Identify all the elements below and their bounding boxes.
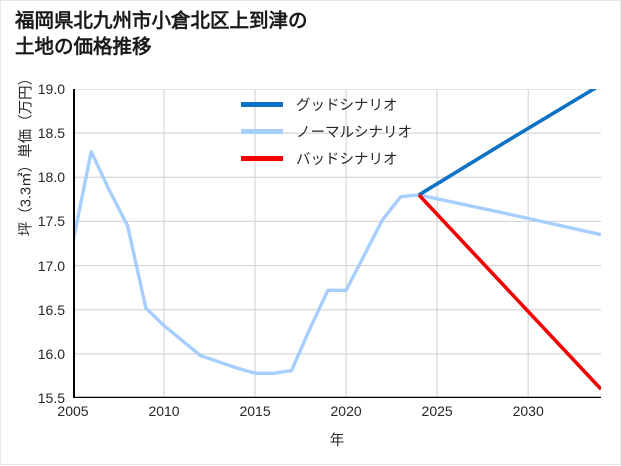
series-line-ノーマルシナリオ: [73, 149, 601, 375]
legend-item[interactable]: ノーマルシナリオ: [241, 118, 481, 145]
y-tick-label: 16.0: [37, 345, 65, 362]
x-tick-label: 2025: [421, 403, 453, 419]
data-series: [73, 89, 601, 391]
legend-label: ノーマルシナリオ: [296, 125, 412, 141]
x-tick-label: 2020: [330, 403, 362, 419]
y-tick-label: 17.0: [37, 257, 65, 274]
legend-color-swatch: [241, 129, 283, 134]
legend-item[interactable]: バッドシナリオ: [241, 145, 481, 172]
x-tick-label: 2010: [148, 403, 180, 419]
x-tick-label: 2005: [57, 403, 89, 419]
x-axis-label: 年: [329, 433, 345, 449]
series-line-グッドシナリオ: [417, 89, 598, 197]
x-tick-label: 2030: [512, 403, 544, 419]
series-line-バッドシナリオ: [417, 193, 601, 391]
y-tick-label: 16.5: [37, 301, 65, 318]
chart-legend: グッドシナリオ ノーマルシナリオ バッドシナリオ: [241, 91, 481, 172]
y-tick-label: 19.0: [37, 81, 65, 97]
legend-label: グッドシナリオ: [296, 98, 398, 114]
gridlines: [73, 89, 601, 398]
y-tick-label: 18.0: [37, 169, 65, 186]
legend-color-swatch: [241, 156, 283, 161]
y-axis-tick-labels: 15.5 16.0 16.5 17.0 17.5 18.0 18.5 19.0: [1, 1, 71, 466]
page-title: 福岡県北九州市小倉北区上到津の 土地の価格推移: [15, 10, 308, 58]
y-tick-label: 17.5: [37, 213, 65, 230]
legend-item[interactable]: グッドシナリオ: [241, 91, 481, 118]
x-tick-label: 2015: [239, 403, 271, 419]
plot-area: [73, 89, 601, 398]
legend-color-swatch: [241, 102, 283, 107]
y-tick-label: 15.5: [37, 390, 65, 406]
y-tick-label: 18.5: [37, 125, 65, 142]
legend-label: バッドシナリオ: [296, 152, 398, 168]
